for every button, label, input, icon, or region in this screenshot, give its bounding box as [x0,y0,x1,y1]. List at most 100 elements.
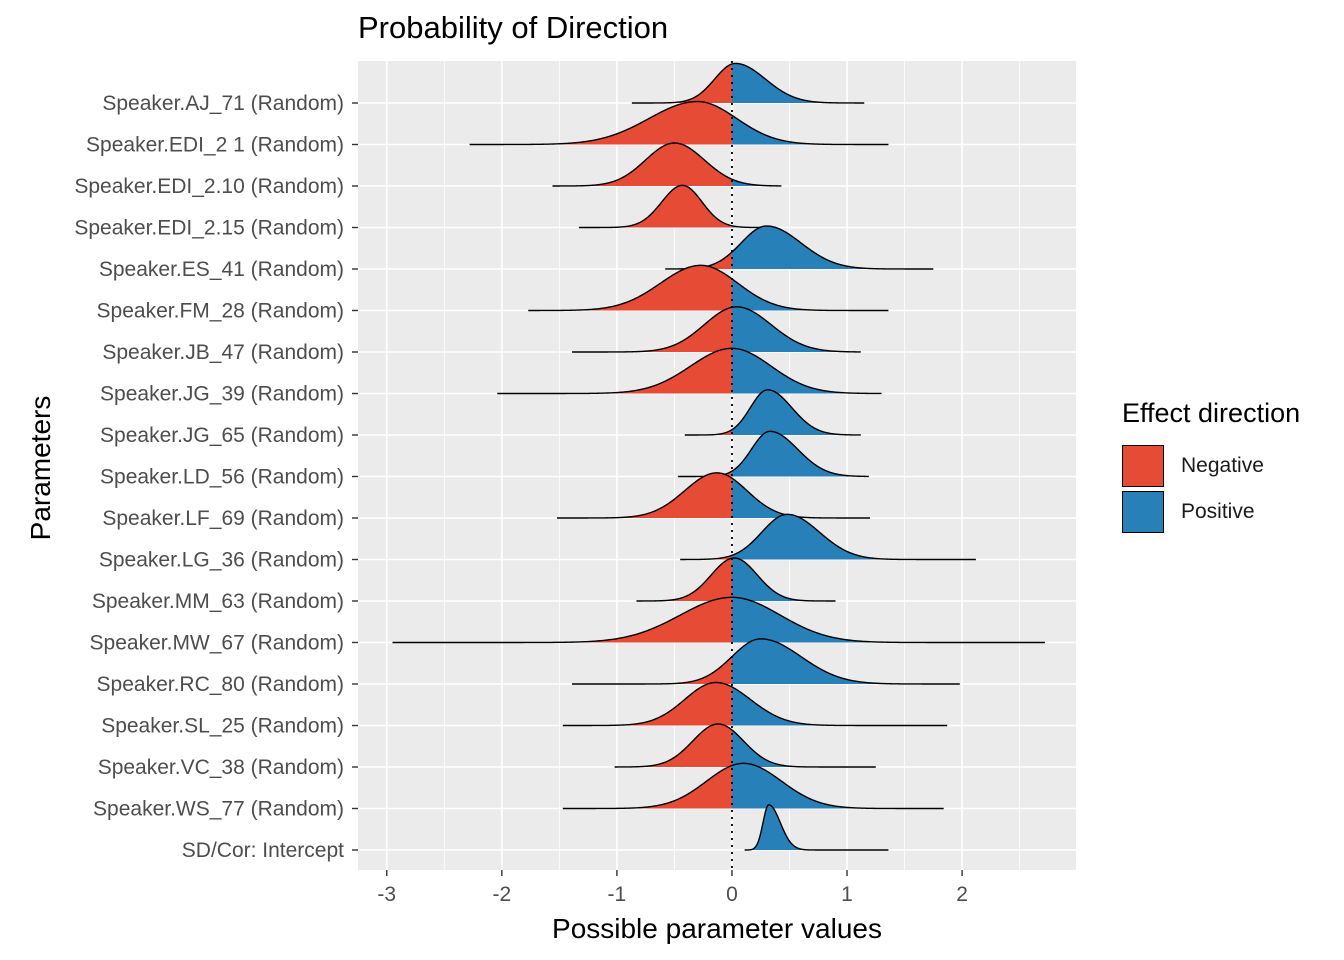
x-tick-label: 2 [956,883,968,906]
x-tick-label: 1 [841,883,853,906]
ridge-outline [562,762,944,810]
y-tick-label: Speaker.FM_28 (Random) [97,300,344,323]
ridge [469,100,889,146]
ridge [497,347,882,395]
ridge-positive-area [744,804,889,850]
legend-item-positive: Positive [1122,490,1255,534]
ridge-negative-area [572,656,732,684]
ridge-negative-area [497,348,732,394]
ridge [557,472,871,519]
ridge-outline [631,62,865,104]
y-tick-label: Speaker.EDI_2.15 (Random) [74,217,344,240]
ridge [636,557,836,602]
ridge-outline [557,472,871,519]
ridge-outline [562,681,948,727]
legend-swatch-negative [1122,445,1164,487]
x-tick-label: -1 [608,883,627,906]
y-tick-label: Speaker.ES_41 (Random) [99,258,344,281]
ridge-positive-area [731,306,861,352]
ridge-outline [636,557,836,602]
ridge-outline [572,306,861,353]
legend-label-negative: Negative [1181,454,1264,477]
density-ridges [392,62,1045,851]
x-tick-label: -2 [492,883,511,906]
ridge-positive-area [731,597,1045,643]
legend-swatch-positive [1122,491,1164,533]
y-tick-label: Speaker.MM_63 (Random) [92,590,344,613]
y-tick-label: Speaker.JG_65 (Random) [100,424,344,447]
y-tick-label: Speaker.VC_38 (Random) [98,756,344,779]
ridge-negative-area [578,185,732,228]
ridge-positive-area [731,278,889,311]
ridge [684,389,861,436]
ridge-positive-area [731,478,871,518]
ridge-outline [469,100,889,146]
ridge-outline [680,513,976,561]
ridge-outline [665,225,934,270]
y-tick-label: SD/Cor: Intercept [182,839,344,862]
legend: Effect direction Negative Positive [1122,398,1301,533]
ridge-positive-area [731,389,861,435]
ridge-positive-area [731,179,782,186]
ridge-outline [392,596,1045,644]
ridge [631,62,865,104]
y-tick-label: Speaker.MW_67 (Random) [90,632,344,655]
ridge-positive-area [731,225,776,228]
ridge [665,225,934,270]
ridge-positive-area [731,514,976,560]
legend-label-positive: Positive [1181,500,1255,523]
y-tick-label: Speaker.JG_39 (Random) [100,383,344,406]
ridge [552,142,782,187]
y-tick-label: Speaker.WS_77 (Random) [93,798,344,821]
ridge-negative-area [528,265,732,311]
ridge-outline [578,184,776,229]
ridge-negative-area [469,101,732,145]
ridge-negative-area [572,307,732,352]
ridge-negative-area [631,63,732,103]
y-axis-title: Parameters [25,395,56,541]
ridge-positive-area [731,63,865,103]
ridge [744,804,889,851]
ridge-negative-area [665,252,732,269]
ridge-outline [528,264,889,312]
ridge [562,681,948,727]
y-tick-label: Speaker.AJ_71 (Random) [102,92,344,115]
y-tick-label: Speaker.LF_69 (Random) [102,507,344,530]
chart-title: Probability of Direction [358,10,669,45]
ridge-outline [552,142,782,187]
ridge [528,264,889,312]
ridge-negative-area [614,724,732,767]
ridge-outline [497,347,882,395]
ridge-negative-area [552,143,732,186]
ridge-negative-area [684,429,732,435]
y-tick-label: Speaker.RC_80 (Random) [97,673,344,696]
ridge-outline [572,638,960,685]
ridge [578,184,776,229]
ridge-outline [614,723,876,768]
ridge [572,638,960,685]
ridge-positive-area [731,638,960,684]
ridge-positive-area [731,558,836,601]
legend-item-negative: Negative [1122,444,1264,488]
ridge-negative-area [562,682,732,726]
x-tick-label: 0 [726,883,738,906]
x-axis: -3 -2 -1 0 1 2 [377,870,968,906]
x-axis-title: Possible parameter values [552,913,882,944]
ridge [562,762,944,810]
ridge-positive-area [731,763,944,809]
y-tick-label: Speaker.LG_36 (Random) [99,549,344,572]
ridge-negative-area [636,558,732,601]
y-tick-label: Speaker.LD_56 (Random) [100,466,344,489]
ridge [392,596,1045,644]
ridge [680,513,976,561]
ridge-positive-area [731,226,934,269]
y-tick-label: Speaker.EDI_2 1 (Random) [86,134,344,157]
ridge-outline [744,804,889,851]
legend-title: Effect direction [1122,398,1301,428]
y-tick-label: Speaker.SL_25 (Random) [101,715,344,738]
y-axis: Speaker.AJ_71 (Random) Speaker.EDI_2 1 (R… [74,92,358,862]
y-tick-label: Speaker.JB_47 (Random) [102,341,344,364]
ridge-outline [684,389,861,436]
x-tick-label: -3 [377,883,396,906]
